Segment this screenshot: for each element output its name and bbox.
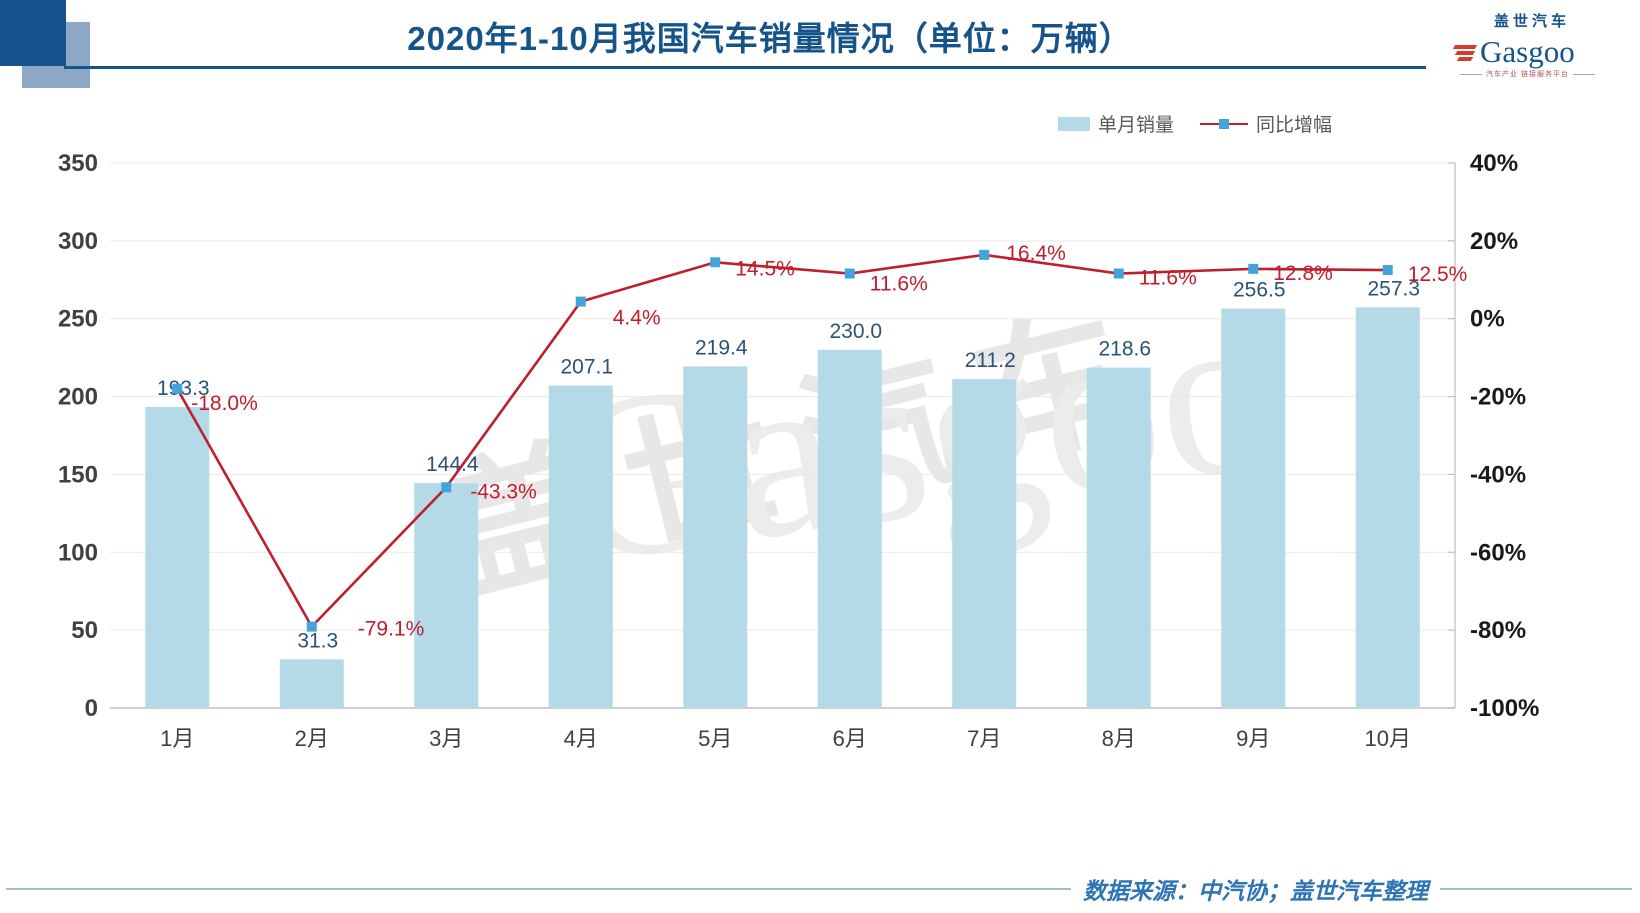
bar-6月 — [817, 349, 882, 708]
chart-legend: 单月销量 同比增幅 — [1058, 110, 1332, 137]
bar-value-label: 193.3 — [157, 377, 210, 400]
deco-square-dark — [0, 0, 66, 66]
bar-9月 — [1221, 308, 1286, 708]
growth-value-label: -43.3% — [470, 480, 537, 503]
bar-value-label: 144.4 — [426, 453, 479, 476]
left-axis-tick: 100 — [58, 539, 98, 566]
x-axis-label-3月: 3月 — [429, 726, 463, 751]
growth-marker-6月 — [844, 268, 855, 279]
legend-bar-label: 单月销量 — [1098, 115, 1175, 136]
bar-value-label: 256.5 — [1233, 279, 1286, 302]
bar-3月 — [414, 483, 479, 708]
bar-value-label: 211.2 — [965, 349, 1016, 372]
left-axis-tick: 200 — [58, 384, 98, 411]
page-title: 2020年1-10月我国汽车销量情况（单位：万辆） — [407, 20, 1133, 57]
legend-item-line: 同比增幅 — [1200, 110, 1332, 137]
growth-marker-8月 — [1113, 268, 1124, 279]
x-axis-label-4月: 4月 — [564, 726, 598, 751]
x-axis-label-1月: 1月 — [160, 726, 194, 751]
left-axis-tick: 250 — [58, 306, 98, 333]
bar-value-label: 207.1 — [560, 356, 613, 379]
growth-value-label: 12.5% — [1408, 263, 1468, 286]
right-axis-tick: -20% — [1470, 384, 1526, 411]
x-axis-label-5月: 5月 — [698, 726, 732, 751]
gasgoo-tagline-text: 汽车产业 链接服务平台 — [1486, 71, 1569, 78]
left-axis-tick: 350 — [58, 150, 98, 177]
right-axis-tick: -40% — [1470, 461, 1526, 488]
title-underline — [64, 66, 1426, 69]
bar-10月 — [1355, 307, 1420, 708]
footer: 数据来源：中汽协；盖世汽车整理 — [6, 872, 1632, 906]
legend-item-bar: 单月销量 — [1058, 110, 1174, 137]
growth-marker-3月 — [441, 482, 452, 493]
growth-marker-1月 — [172, 383, 183, 394]
gasgoo-tagline: 汽车产业 链接服务平台 — [1448, 69, 1618, 79]
growth-value-label: 16.4% — [1006, 242, 1066, 265]
growth-value-label: 11.6% — [1139, 267, 1197, 290]
left-axis-tick: 0 — [85, 695, 98, 722]
gasgoo-logo-cn: 盖世汽车 — [1494, 13, 1571, 30]
right-axis-tick: -60% — [1470, 539, 1526, 566]
footer-rule-right — [1440, 888, 1632, 890]
growth-value-label: -18.0% — [191, 392, 258, 415]
sales-combo-chart: 350 300 250 200 150 100 50 0 40% 20% 0% -20% -40% -60… — [58, 150, 1539, 751]
x-axis-label-10月: 10月 — [1365, 726, 1411, 751]
bar-value-label: 218.6 — [1098, 338, 1151, 361]
growth-marker-5月 — [710, 257, 721, 268]
growth-marker-10月 — [1382, 265, 1393, 276]
x-axis-label-6月: 6月 — [833, 726, 867, 751]
bar-swatch-icon — [1058, 116, 1090, 131]
growth-marker-7月 — [979, 249, 990, 260]
legend-line-label: 同比增幅 — [1256, 115, 1333, 136]
growth-value-label: 14.5% — [735, 257, 795, 280]
growth-value-label: 4.4% — [613, 307, 661, 330]
left-axis-tick: 150 — [58, 461, 98, 488]
gasgoo-logo-en: Gasgoo — [1480, 34, 1575, 69]
bar-2月 — [279, 659, 344, 708]
line-swatch-icon — [1200, 117, 1249, 131]
gasgoo-stripes-icon — [1452, 45, 1478, 61]
bar-value-label: 219.4 — [695, 336, 748, 359]
bar-5月 — [683, 366, 748, 708]
left-axis-tick: 50 — [71, 617, 98, 644]
x-axis-label-8月: 8月 — [1102, 726, 1136, 751]
x-axis-label-7月: 7月 — [967, 726, 1001, 751]
left-axis-tick: 300 — [58, 228, 98, 255]
right-axis-tick: 0% — [1470, 306, 1505, 333]
growth-value-label: 11.6% — [870, 273, 928, 296]
data-source-text: 数据来源：中汽协；盖世汽车整理 — [1083, 878, 1428, 904]
footer-rule-left — [6, 888, 1071, 890]
growth-marker-4月 — [575, 296, 586, 307]
right-axis-tick: 40% — [1470, 150, 1518, 177]
right-axis-tick: 20% — [1470, 228, 1518, 255]
growth-value-label: -79.1% — [358, 618, 425, 641]
right-axis-tick: -80% — [1470, 617, 1526, 644]
bar-value-label: 31.3 — [297, 629, 338, 652]
bar-4月 — [548, 385, 613, 708]
growth-marker-9月 — [1248, 263, 1259, 274]
x-axis-label-2月: 2月 — [295, 726, 329, 751]
bar-1月 — [145, 407, 210, 708]
x-axis-label-9月: 9月 — [1236, 726, 1270, 751]
growth-marker-2月 — [306, 621, 317, 632]
bar-value-label: 257.3 — [1367, 277, 1420, 300]
right-axis-tick: -100% — [1470, 695, 1539, 722]
bar-7月 — [952, 379, 1017, 708]
gasgoo-logo: 盖世汽车 Gasgoo 汽车产业 链接服务平台 — [1448, 10, 1618, 79]
growth-line — [176, 253, 1388, 629]
growth-value-label: 12.8% — [1273, 262, 1333, 285]
bar-value-label: 230.0 — [829, 320, 882, 343]
bar-8月 — [1086, 367, 1151, 708]
